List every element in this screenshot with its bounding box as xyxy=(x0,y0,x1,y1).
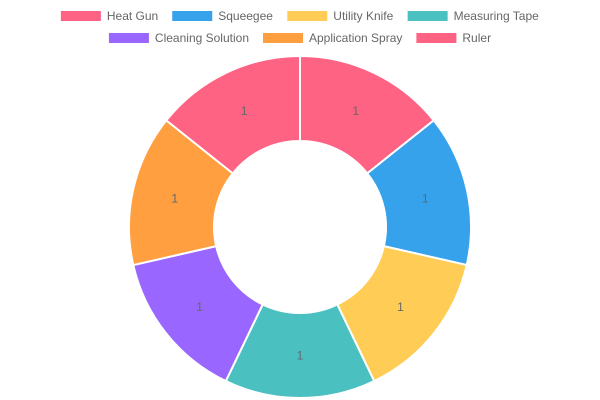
slice-heat-gun[interactable] xyxy=(299,54,436,175)
legend-item-heat-gun[interactable]: Heat Gun xyxy=(60,9,158,23)
slice-cleaning-solution[interactable] xyxy=(132,244,265,383)
legend-label-squeegee: Squeegee xyxy=(218,9,273,23)
legend-swatch-measuring-tape xyxy=(407,11,448,21)
data-label-squeegee: 1 xyxy=(422,191,429,205)
slice-ruler[interactable] xyxy=(164,54,301,175)
legend-item-measuring-tape[interactable]: Measuring Tape xyxy=(407,9,539,23)
legend-label-ruler: Ruler xyxy=(462,31,491,45)
legend-swatch-heat-gun xyxy=(60,11,101,21)
data-label-utility-knife: 1 xyxy=(397,300,404,314)
slice-application-spray[interactable] xyxy=(128,118,235,267)
legend-item-utility-knife[interactable]: Utility Knife xyxy=(287,9,394,23)
legend-label-application-spray: Application Spray xyxy=(309,31,402,45)
slice-measuring-tape[interactable] xyxy=(224,303,376,399)
data-label-cleaning-solution: 1 xyxy=(196,300,203,314)
legend-label-utility-knife: Utility Knife xyxy=(333,9,393,23)
data-label-application-spray: 1 xyxy=(171,191,178,205)
data-labels: 1 1 1 1 1 1 1 xyxy=(171,104,429,362)
legend-swatch-squeegee xyxy=(172,11,213,21)
legend-label-heat-gun: Heat Gun xyxy=(107,9,158,23)
legend-label-cleaning-solution: Cleaning Solution xyxy=(155,31,249,45)
legend: Heat Gun Squeegee Utility Knife Measuring T… xyxy=(60,9,539,45)
data-label-heat-gun: 1 xyxy=(352,104,359,118)
slice-utility-knife[interactable] xyxy=(335,244,468,383)
legend-swatch-utility-knife xyxy=(287,11,328,21)
doughnut-slices xyxy=(128,54,472,399)
legend-swatch-cleaning-solution xyxy=(108,33,149,43)
legend-item-application-spray[interactable]: Application Spray xyxy=(263,31,402,45)
legend-label-measuring-tape: Measuring Tape xyxy=(454,9,539,23)
legend-swatch-application-spray xyxy=(263,33,303,43)
legend-item-ruler[interactable]: Ruler xyxy=(416,31,491,45)
data-label-measuring-tape: 1 xyxy=(297,349,304,363)
legend-item-squeegee[interactable]: Squeegee xyxy=(172,9,273,23)
slice-squeegee[interactable] xyxy=(365,118,472,267)
data-label-ruler: 1 xyxy=(241,104,248,118)
legend-swatch-ruler xyxy=(416,33,457,43)
legend-item-cleaning-solution[interactable]: Cleaning Solution xyxy=(108,31,249,45)
